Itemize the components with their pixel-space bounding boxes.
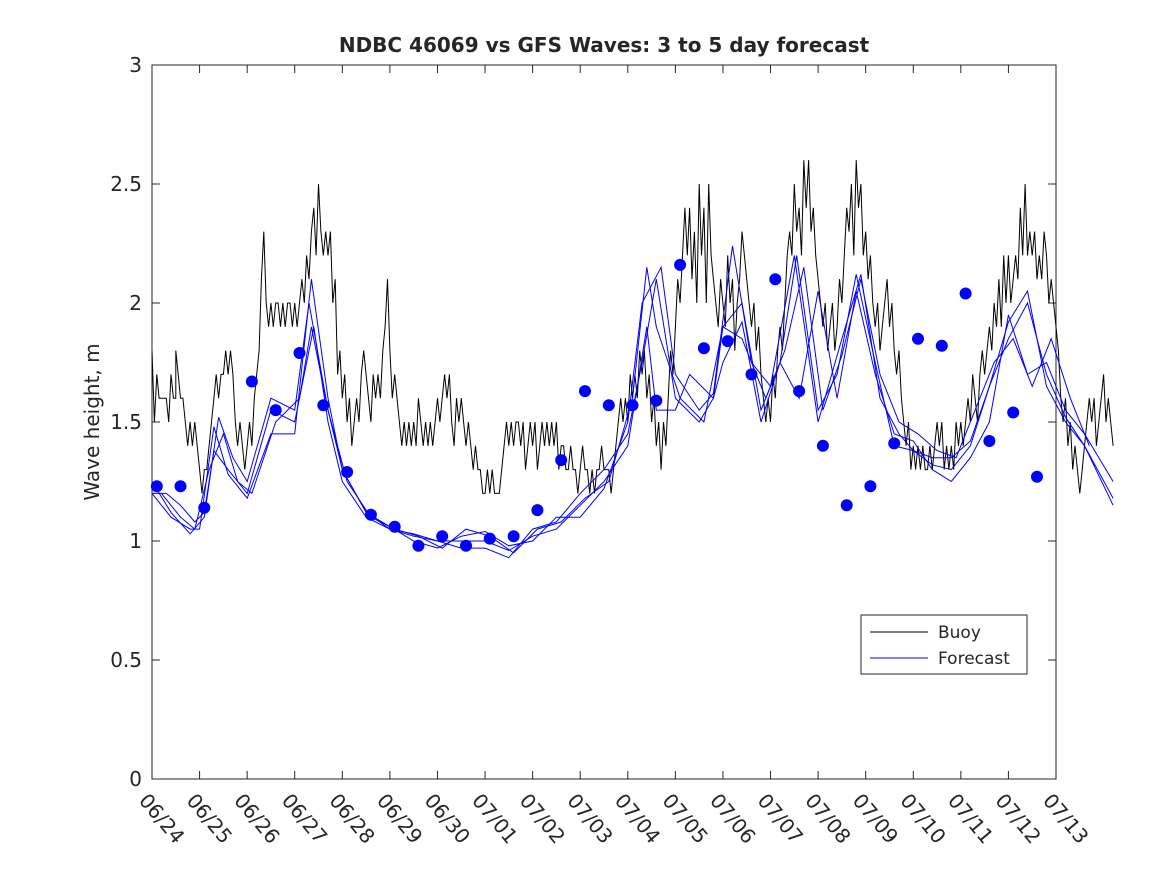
series-line-forecast [151,245,1114,549]
forecast-point [293,347,306,359]
forecast-point [198,501,211,514]
forecast-point [341,466,354,478]
forecast-point [912,332,924,345]
y-tick-label: 0 [129,767,142,791]
forecast-point [245,375,258,388]
forecast-point [888,437,901,450]
forecast-point [579,385,591,398]
y-tick-label: 2 [129,291,142,315]
y-axis: 0 0.5 1 1.5 2 2.5 3 [110,53,1056,791]
forecast-point [460,539,472,552]
forecast-point [507,530,520,543]
forecast-point [626,399,639,412]
y-axis-label: Wave height, m [80,343,104,500]
forecast-point [816,439,829,452]
forecast-point [364,508,377,521]
forecast-point [864,480,877,493]
forecast-point [674,258,687,271]
y-tick-label: 0.5 [110,648,142,672]
forecast-point [412,539,425,552]
forecast-point [650,394,663,407]
series-layer [150,160,1114,559]
forecast-point [531,504,544,517]
legend-label-buoy: Buoy [938,623,981,643]
chart-title: NDBC 46069 vs GFS Waves: 3 to 5 day fore… [339,33,870,57]
series-line-forecast [161,267,1090,554]
legend: Buoy Forecast [860,614,1028,675]
forecast-point [721,335,734,348]
forecast-point [745,368,758,381]
series-line-forecast [151,255,1114,559]
forecast-point [436,530,449,543]
y-tick-label: 1 [129,529,142,553]
forecast-point [388,520,401,533]
forecast-point [983,435,996,447]
y-tick-label: 2.5 [110,172,142,196]
forecast-point [483,532,496,545]
forecast-point [150,480,163,493]
forecast-point [269,404,282,417]
forecast-point [1007,406,1020,419]
forecast-point [935,339,948,352]
forecast-point [602,399,615,412]
y-tick-label: 1.5 [110,410,142,434]
y-tick-label: 3 [129,53,142,77]
forecast-point [793,385,806,398]
forecast-point [317,399,330,412]
forecast-point [174,480,187,493]
forecast-point [840,499,853,512]
legend-box [860,614,1028,675]
forecast-point [769,273,782,286]
legend-label-forecast: Forecast [938,649,1010,669]
forecast-point [1031,470,1043,483]
forecast-point [555,454,568,467]
forecast-point [697,342,710,355]
forecast-point [959,287,972,300]
